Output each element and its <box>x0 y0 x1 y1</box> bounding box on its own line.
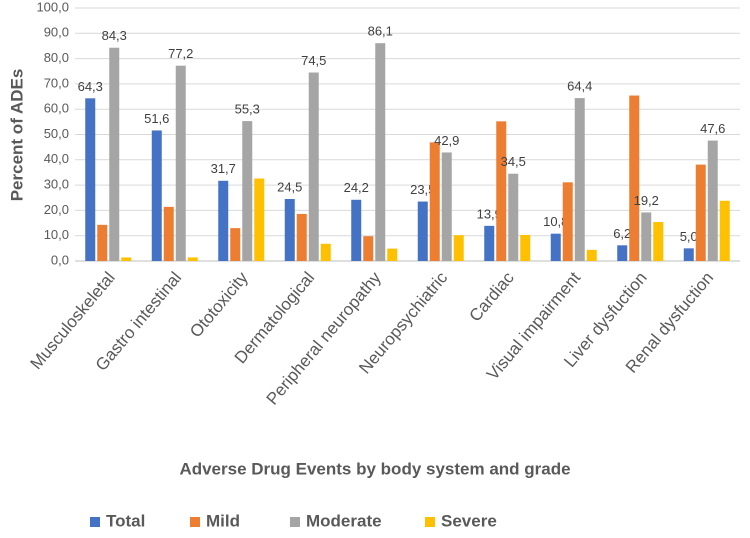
data-label: 77,2 <box>168 46 193 61</box>
data-label: 24,2 <box>344 180 369 195</box>
y-tick-label: 70,0 <box>44 75 69 90</box>
x-axis-title: Adverse Drug Events by body system and g… <box>179 459 570 478</box>
data-label: 47,6 <box>700 121 725 136</box>
data-label: 10,8 <box>543 214 568 229</box>
data-label: 84,3 <box>102 28 127 43</box>
bar <box>617 245 628 261</box>
bar <box>508 173 519 261</box>
data-label: 42,9 <box>434 133 459 148</box>
bar <box>550 233 561 261</box>
data-label: 13,9 <box>477 206 502 221</box>
bar <box>683 248 694 261</box>
data-label: 55,3 <box>235 102 260 117</box>
y-tick-label: 80,0 <box>44 50 69 65</box>
bar <box>629 95 640 262</box>
legend-swatch <box>425 517 435 527</box>
data-label: 51,6 <box>144 111 169 126</box>
y-tick-label: 20,0 <box>44 202 69 217</box>
bar <box>375 43 386 262</box>
bar <box>151 130 162 261</box>
y-tick-label: 60,0 <box>44 101 69 116</box>
x-tick-label: Peripheral neuropathy <box>263 268 385 409</box>
bar <box>363 236 374 261</box>
y-tick-label: 0,0 <box>51 252 69 267</box>
bar <box>719 200 730 261</box>
bar <box>441 152 452 261</box>
data-label: 74,5 <box>301 53 326 68</box>
data-label: 6,2 <box>613 226 631 241</box>
legend-swatch <box>90 517 100 527</box>
bar <box>320 243 331 261</box>
bar <box>695 164 706 261</box>
bar <box>387 248 398 261</box>
bar <box>574 98 585 262</box>
y-tick-label: 90,0 <box>44 25 69 40</box>
legend-swatch <box>190 517 200 527</box>
data-label: 86,1 <box>368 24 393 39</box>
bar <box>242 121 253 261</box>
y-tick-label: 50,0 <box>44 126 69 141</box>
data-label: 64,3 <box>78 79 103 94</box>
data-label: 24,5 <box>277 179 302 194</box>
x-tick-label: Cardiac <box>466 268 519 325</box>
bar <box>296 213 307 261</box>
bar <box>109 47 120 261</box>
bar <box>187 257 198 261</box>
bar <box>586 249 597 261</box>
bar <box>429 142 440 261</box>
bar <box>218 180 229 261</box>
data-label: 34,5 <box>501 154 526 169</box>
data-label: 5,0 <box>680 229 698 244</box>
data-label: 23,5 <box>410 182 435 197</box>
legend-label: Severe <box>441 511 497 530</box>
bar <box>707 140 718 261</box>
bar <box>97 224 108 261</box>
legend-label: Total <box>106 511 145 530</box>
y-tick-label: 40,0 <box>44 151 69 166</box>
bar <box>351 199 362 261</box>
bar <box>284 199 295 261</box>
bar <box>641 212 652 261</box>
data-label: 19,2 <box>634 193 659 208</box>
bar <box>230 228 241 261</box>
bar <box>175 65 186 262</box>
legend-label: Moderate <box>306 511 382 530</box>
data-label: 31,7 <box>211 161 236 176</box>
bar <box>562 182 573 261</box>
bar <box>653 222 664 261</box>
bar <box>520 234 531 261</box>
y-tick-label: 30,0 <box>44 177 69 192</box>
data-label: 64,4 <box>567 79 592 94</box>
bar <box>85 98 96 261</box>
bar <box>308 72 319 261</box>
bar <box>417 201 428 261</box>
legend-label: Mild <box>206 511 240 530</box>
bar <box>254 178 265 261</box>
bar <box>163 206 174 261</box>
y-tick-label: 10,0 <box>44 227 69 242</box>
y-axis-title: Percent of ADEs <box>7 69 26 202</box>
bar <box>484 225 495 261</box>
legend-swatch <box>290 517 300 527</box>
bar <box>453 235 464 261</box>
y-tick-label: 100,0 <box>36 0 69 14</box>
x-tick-label: Ototoxicity <box>186 268 252 341</box>
bar <box>121 257 132 261</box>
bar <box>496 121 507 262</box>
